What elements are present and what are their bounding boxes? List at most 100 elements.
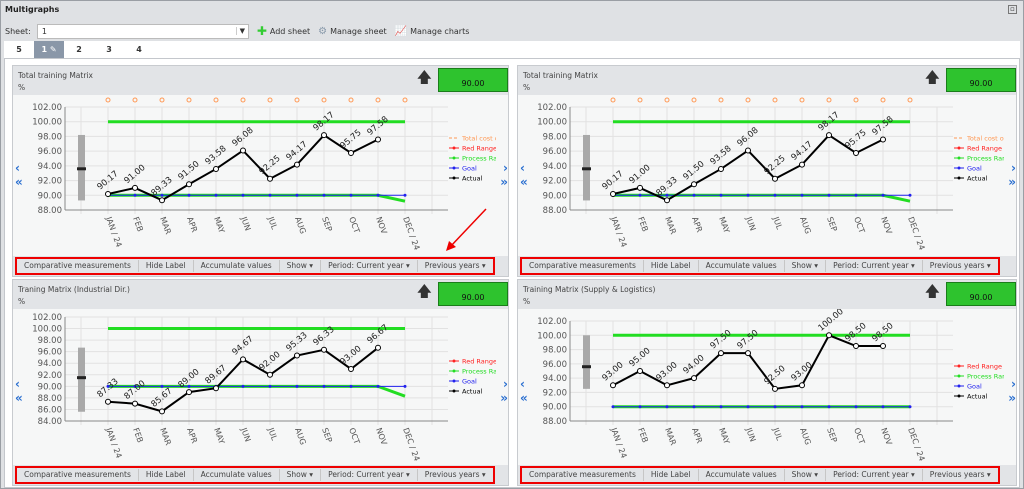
x-tick-label: AUG [293,216,307,236]
add-sheet-button[interactable]: ✚ Add sheet [257,24,310,38]
chart-unit: % [18,83,26,92]
double-chevron-right-icon[interactable]: » [1008,175,1016,189]
actual-point [213,165,219,172]
actual-point [105,191,111,198]
chevron-left-icon[interactable]: ‹ [520,377,525,391]
chevron-right-icon[interactable]: › [503,161,508,175]
goal-point [214,193,218,197]
hide-label-button[interactable]: Hide Label [644,260,699,272]
legend-entry: Process Range [462,368,496,376]
restore-icon[interactable]: ▫ [1008,5,1017,14]
period-dropdown[interactable]: Period: Current year ▾ [321,469,418,481]
chevron-left-icon[interactable]: ‹ [520,161,525,175]
period-dropdown[interactable]: Period: Current year ▾ [826,260,923,272]
double-chevron-right-icon[interactable]: » [500,175,508,189]
comparative-measurements-button[interactable]: Comparative measurements [17,260,139,272]
chevron-right-icon[interactable]: › [1011,161,1016,175]
actual-point [213,385,219,392]
double-chevron-right-icon[interactable]: » [500,391,508,405]
comparative-measurements-button[interactable]: Comparative measurements [522,260,644,272]
cost-marker [267,97,273,103]
chart-title: Total training Matrix [523,71,598,80]
accumulate-values-button[interactable]: Accumulate values [194,260,280,272]
previous-years-dropdown[interactable]: Previous years ▾ [929,470,991,479]
goal-point [746,193,750,197]
legend-entry: Process Range [967,155,1004,163]
period-dropdown[interactable]: Period: Current year ▾ [321,260,418,272]
accumulate-values-button[interactable]: Accumulate values [699,260,785,272]
x-tick-label: APR [690,216,704,234]
y-tick-label: 98.00 [543,346,567,356]
chevron-left-icon[interactable]: ‹ [15,161,20,175]
y-tick-label: 102.00 [32,313,62,323]
manage-charts-label: Manage charts [410,26,470,36]
chart-title: Traning Matrix (Industrial Dir.) [18,285,130,294]
double-chevron-left-icon[interactable]: « [520,175,528,189]
goal-point [133,384,137,388]
y-tick-label: 102.00 [537,103,567,113]
hide-label-button[interactable]: Hide Label [139,260,194,272]
cost-marker [907,97,913,103]
chevron-down-icon[interactable]: ▼ [235,27,248,35]
manage-charts-button[interactable]: 📈 Manage charts [395,26,470,37]
double-chevron-left-icon[interactable]: « [520,391,528,405]
chevron-left-icon[interactable]: ‹ [15,377,20,391]
x-tick-label: MAY [212,427,226,446]
x-tick-label: SEP [825,216,839,233]
show-dropdown[interactable]: Show ▾ [280,260,322,272]
sheet-select[interactable]: 1 ▼ [36,23,249,39]
cost-marker [375,97,381,103]
tab-2[interactable]: 2 [76,45,82,54]
chevron-right-icon[interactable]: › [1011,377,1016,391]
tab-3[interactable]: 3 [106,45,112,54]
double-chevron-left-icon[interactable]: « [15,175,23,189]
goal-point [295,384,299,388]
actual-point [853,149,859,156]
accumulate-values-button[interactable]: Accumulate values [194,469,280,481]
double-chevron-left-icon[interactable]: « [15,391,23,405]
previous-years-dropdown[interactable]: Previous years ▾ [424,261,486,270]
y-tick-label: 102.00 [32,103,62,113]
tab-5[interactable]: 5 [16,45,22,54]
goal-point [827,193,831,197]
box-plot [583,335,590,389]
show-dropdown[interactable]: Show ▾ [280,469,322,481]
hide-label-button[interactable]: Hide Label [139,469,194,481]
chevron-right-icon[interactable]: › [503,377,508,391]
show-dropdown[interactable]: Show ▾ [785,260,827,272]
tab-1[interactable]: 1 ✎ [34,41,64,58]
chart-toolbar-highlight: Comparative measurements Hide Label Accumu… [520,466,1000,484]
manage-sheet-button[interactable]: ⚙ Manage sheet [318,26,387,37]
pencil-icon[interactable]: ✎ [49,45,57,54]
comparative-measurements-button[interactable]: Comparative measurements [522,469,644,481]
previous-years-dropdown[interactable]: Previous years ▾ [929,261,991,270]
period-dropdown[interactable]: Period: Current year ▾ [826,469,923,481]
actual-point [745,350,751,357]
x-tick-label: AUG [798,427,812,447]
comparative-measurements-button[interactable]: Comparative measurements [17,469,139,481]
goal-point [881,193,885,197]
x-tick-label: MAR [663,216,678,236]
actual-point [375,136,381,143]
x-tick-label: SEP [320,427,334,444]
accumulate-values-button[interactable]: Accumulate values [699,469,785,481]
hide-label-button[interactable]: Hide Label [644,469,699,481]
chart-panel: Training Matrix (Supply & Logistics) % 🡅… [517,279,1017,486]
double-chevron-right-icon[interactable]: » [1008,391,1016,405]
line-chart: 88.00 90.00 92.00 94.00 96.00 98.00 100.00 102.… [537,97,1004,251]
previous-years-dropdown[interactable]: Previous years ▾ [424,470,486,479]
x-tick-label: OCT [852,427,866,446]
x-tick-label: FEB [131,216,145,233]
goal-point [638,193,642,197]
tab-4[interactable]: 4 [136,45,142,54]
legend-entry: Process Range [967,373,1004,381]
actual-point [240,147,246,154]
x-tick-label: OCT [852,216,866,235]
box-median [582,365,591,369]
show-dropdown[interactable]: Show ▾ [785,469,827,481]
goal-point [854,193,858,197]
goal-point [403,384,407,388]
box-plot [78,347,85,412]
x-tick-label: JUL [266,215,279,231]
